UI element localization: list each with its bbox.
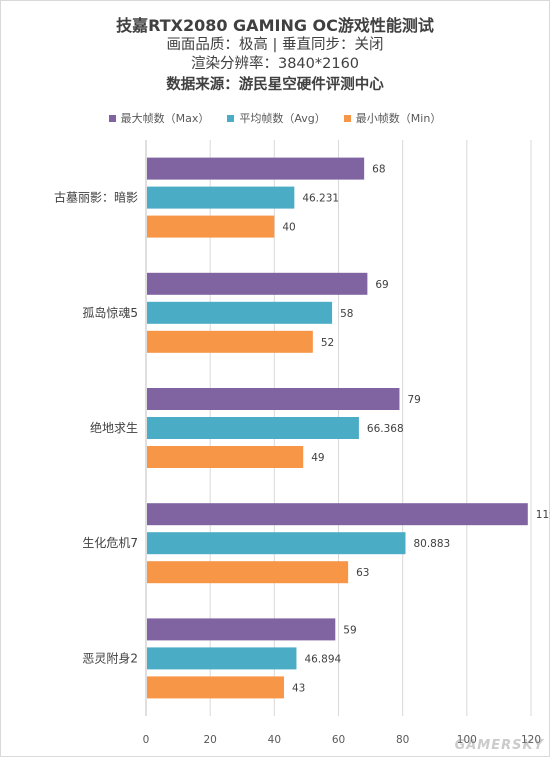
category-label: 绝地求生: [90, 420, 138, 435]
bar-min: [147, 330, 313, 353]
legend-label-max: 最大帧数（Max）: [120, 112, 210, 125]
bar-max: [147, 503, 528, 526]
category-label: 恶灵附身2: [82, 650, 138, 665]
legend-item-max: 最大帧数（Max）: [108, 110, 210, 126]
x-tick-label: 60: [332, 734, 345, 746]
x-tick-label: 0: [143, 734, 150, 746]
legend-label-min: 最小帧数（Min）: [355, 112, 442, 125]
watermark: GAMERSKY: [454, 738, 544, 753]
data-label: 40: [282, 222, 295, 234]
category-label: 孤岛惊魂5: [82, 305, 138, 320]
x-tick-label: 100: [457, 734, 477, 746]
bar-max: [147, 157, 365, 180]
data-label: 49: [311, 452, 324, 464]
bar-min: [147, 446, 304, 468]
title-block: 技嘉RTX2080 GAMING OC游戏性能测试 画面品质：极高 | 垂直同步…: [0, 16, 550, 96]
chart-title: 技嘉RTX2080 GAMING OC游戏性能测试: [116, 16, 434, 35]
x-tick-label: 20: [203, 734, 216, 746]
category-label: 古墓丽影：暗影: [54, 190, 138, 205]
bar-avg: [147, 417, 359, 439]
bar-avg: [147, 532, 406, 555]
legend: 最大帧数（Max） 平均帧数（Avg） 最小帧数（Min）: [0, 110, 550, 126]
bar-avg: [147, 647, 297, 670]
data-label: 80.883: [413, 538, 450, 550]
data-label: 63: [356, 567, 369, 579]
data-label: 43: [292, 682, 305, 694]
category-label: 生化危机7: [82, 536, 138, 550]
data-label: 69: [375, 279, 388, 291]
legend-label-avg: 平均帧数（Avg）: [239, 112, 326, 125]
chart-subtitle-resolution: 渲染分辨率：3840*2160: [190, 56, 360, 72]
chart-subtitle-quality: 画面品质：极高 | 垂直同步：关闭: [166, 37, 384, 53]
bar-min: [147, 676, 284, 699]
data-label: 52: [321, 337, 334, 349]
bar-max: [147, 272, 368, 295]
chart-source: 数据来源：游民星空硬件评测中心: [166, 77, 384, 93]
bar-min: [147, 561, 349, 584]
legend-swatch-max: [108, 114, 116, 122]
data-label: 68: [372, 164, 385, 176]
x-tick-label: 40: [268, 734, 281, 746]
bar-avg: [147, 186, 295, 209]
data-label: 79: [407, 394, 420, 406]
data-label: 66.368: [367, 423, 404, 435]
bar-min: [147, 215, 275, 238]
legend-swatch-min: [343, 114, 351, 122]
x-tick-label: 120: [521, 734, 541, 746]
data-label: 59: [343, 624, 356, 636]
legend-swatch-avg: [227, 114, 235, 122]
data-label: 119: [536, 509, 550, 521]
bar-max: [147, 618, 336, 641]
x-tick-label: 80: [396, 734, 409, 746]
data-label: 46.894: [304, 653, 341, 665]
data-label: 46.231: [302, 193, 339, 205]
data-label: 58: [340, 308, 353, 320]
bar-avg: [147, 301, 333, 324]
bar-max: [147, 388, 400, 410]
legend-item-avg: 平均帧数（Avg）: [227, 110, 326, 126]
legend-item-min: 最小帧数（Min）: [343, 110, 442, 126]
